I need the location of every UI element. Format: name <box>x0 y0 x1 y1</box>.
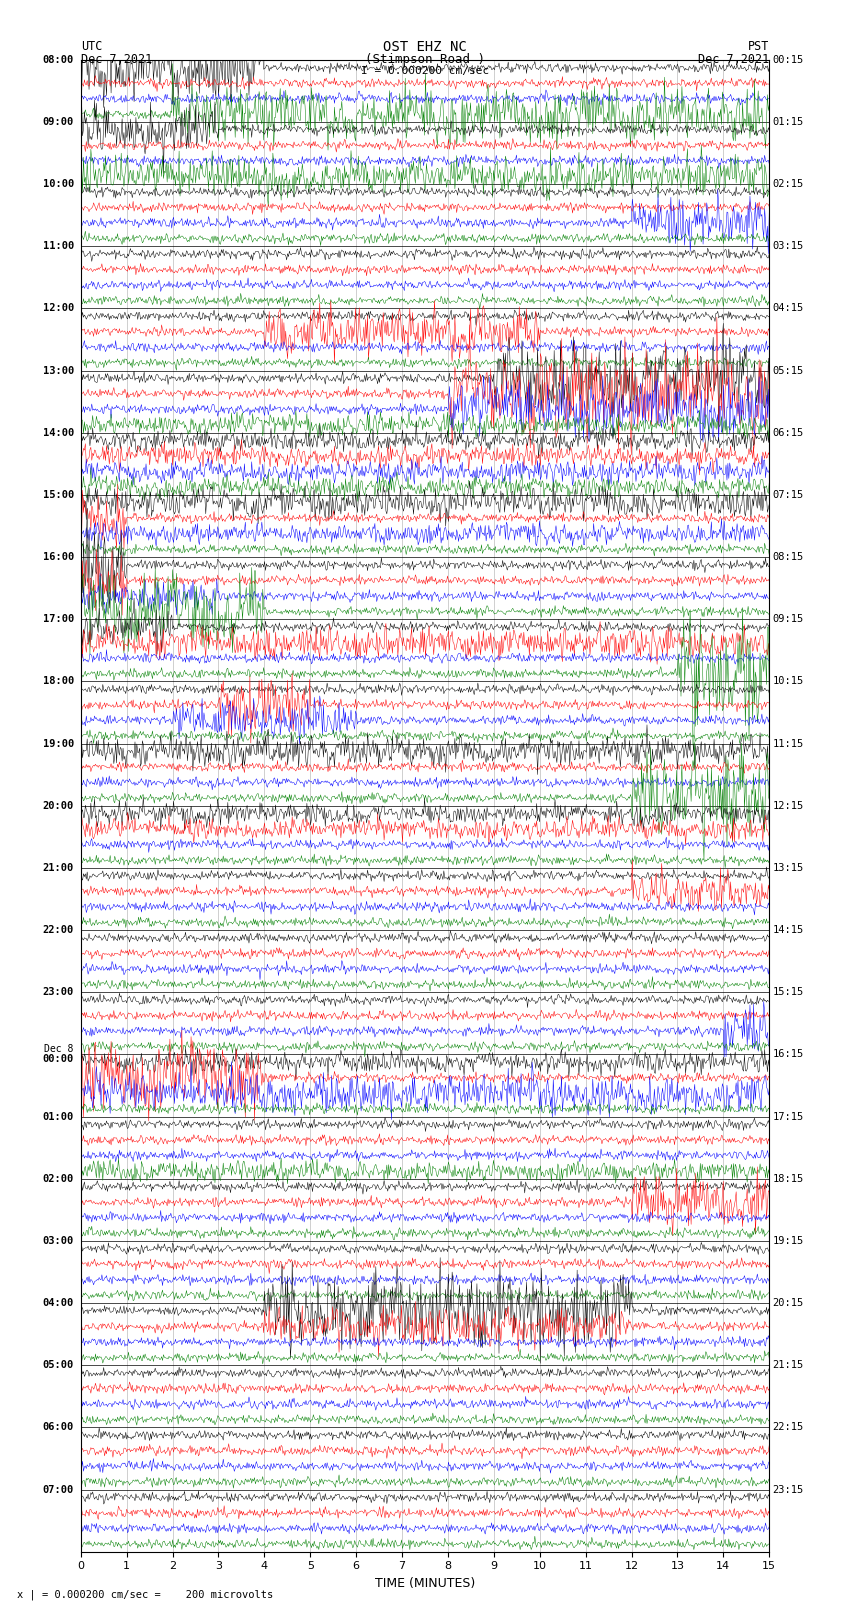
Text: 23:00: 23:00 <box>42 987 74 997</box>
Text: 00:15: 00:15 <box>773 55 804 65</box>
Text: 17:00: 17:00 <box>42 615 74 624</box>
Text: 19:00: 19:00 <box>42 739 74 748</box>
Text: 09:00: 09:00 <box>42 116 74 127</box>
Text: 16:15: 16:15 <box>773 1050 804 1060</box>
Text: 18:00: 18:00 <box>42 676 74 687</box>
Text: 14:15: 14:15 <box>773 924 804 936</box>
Text: Dec 7,2021: Dec 7,2021 <box>698 53 769 66</box>
Text: 10:00: 10:00 <box>42 179 74 189</box>
Text: 10:15: 10:15 <box>773 676 804 687</box>
Text: 16:00: 16:00 <box>42 552 74 561</box>
Text: 17:15: 17:15 <box>773 1111 804 1121</box>
Text: 11:00: 11:00 <box>42 242 74 252</box>
Text: 08:15: 08:15 <box>773 552 804 561</box>
X-axis label: TIME (MINUTES): TIME (MINUTES) <box>375 1578 475 1590</box>
Text: 11:15: 11:15 <box>773 739 804 748</box>
Text: 08:00: 08:00 <box>42 55 74 65</box>
Text: I = 0.000200 cm/sec: I = 0.000200 cm/sec <box>361 66 489 76</box>
Text: 06:00: 06:00 <box>42 1423 74 1432</box>
Text: 23:15: 23:15 <box>773 1484 804 1495</box>
Text: 13:15: 13:15 <box>773 863 804 873</box>
Text: 21:15: 21:15 <box>773 1360 804 1369</box>
Text: 05:00: 05:00 <box>42 1360 74 1369</box>
Text: Dec 7,2021: Dec 7,2021 <box>81 53 152 66</box>
Text: 13:00: 13:00 <box>42 366 74 376</box>
Text: 09:15: 09:15 <box>773 615 804 624</box>
Text: 22:00: 22:00 <box>42 924 74 936</box>
Text: 07:00: 07:00 <box>42 1484 74 1495</box>
Text: 05:15: 05:15 <box>773 366 804 376</box>
Text: 21:00: 21:00 <box>42 863 74 873</box>
Text: 20:00: 20:00 <box>42 800 74 811</box>
Text: 15:00: 15:00 <box>42 490 74 500</box>
Text: 12:15: 12:15 <box>773 800 804 811</box>
Text: 19:15: 19:15 <box>773 1236 804 1245</box>
Text: 06:15: 06:15 <box>773 427 804 437</box>
Text: 14:00: 14:00 <box>42 427 74 437</box>
Text: (Stimpson Road ): (Stimpson Road ) <box>365 53 485 66</box>
Text: 12:00: 12:00 <box>42 303 74 313</box>
Text: 04:15: 04:15 <box>773 303 804 313</box>
Text: 18:15: 18:15 <box>773 1174 804 1184</box>
Text: 22:15: 22:15 <box>773 1423 804 1432</box>
Text: 03:00: 03:00 <box>42 1236 74 1245</box>
Text: OST EHZ NC: OST EHZ NC <box>383 40 467 55</box>
Text: UTC: UTC <box>81 40 102 53</box>
Text: Dec 8: Dec 8 <box>44 1044 74 1055</box>
Text: 02:00: 02:00 <box>42 1174 74 1184</box>
Text: PST: PST <box>748 40 769 53</box>
Text: 02:15: 02:15 <box>773 179 804 189</box>
Text: 15:15: 15:15 <box>773 987 804 997</box>
Text: 04:00: 04:00 <box>42 1298 74 1308</box>
Text: 07:15: 07:15 <box>773 490 804 500</box>
Text: 20:15: 20:15 <box>773 1298 804 1308</box>
Text: 01:15: 01:15 <box>773 116 804 127</box>
Text: 01:00: 01:00 <box>42 1111 74 1121</box>
Text: 03:15: 03:15 <box>773 242 804 252</box>
Text: x | = 0.000200 cm/sec =    200 microvolts: x | = 0.000200 cm/sec = 200 microvolts <box>17 1589 273 1600</box>
Text: 00:00: 00:00 <box>42 1055 74 1065</box>
